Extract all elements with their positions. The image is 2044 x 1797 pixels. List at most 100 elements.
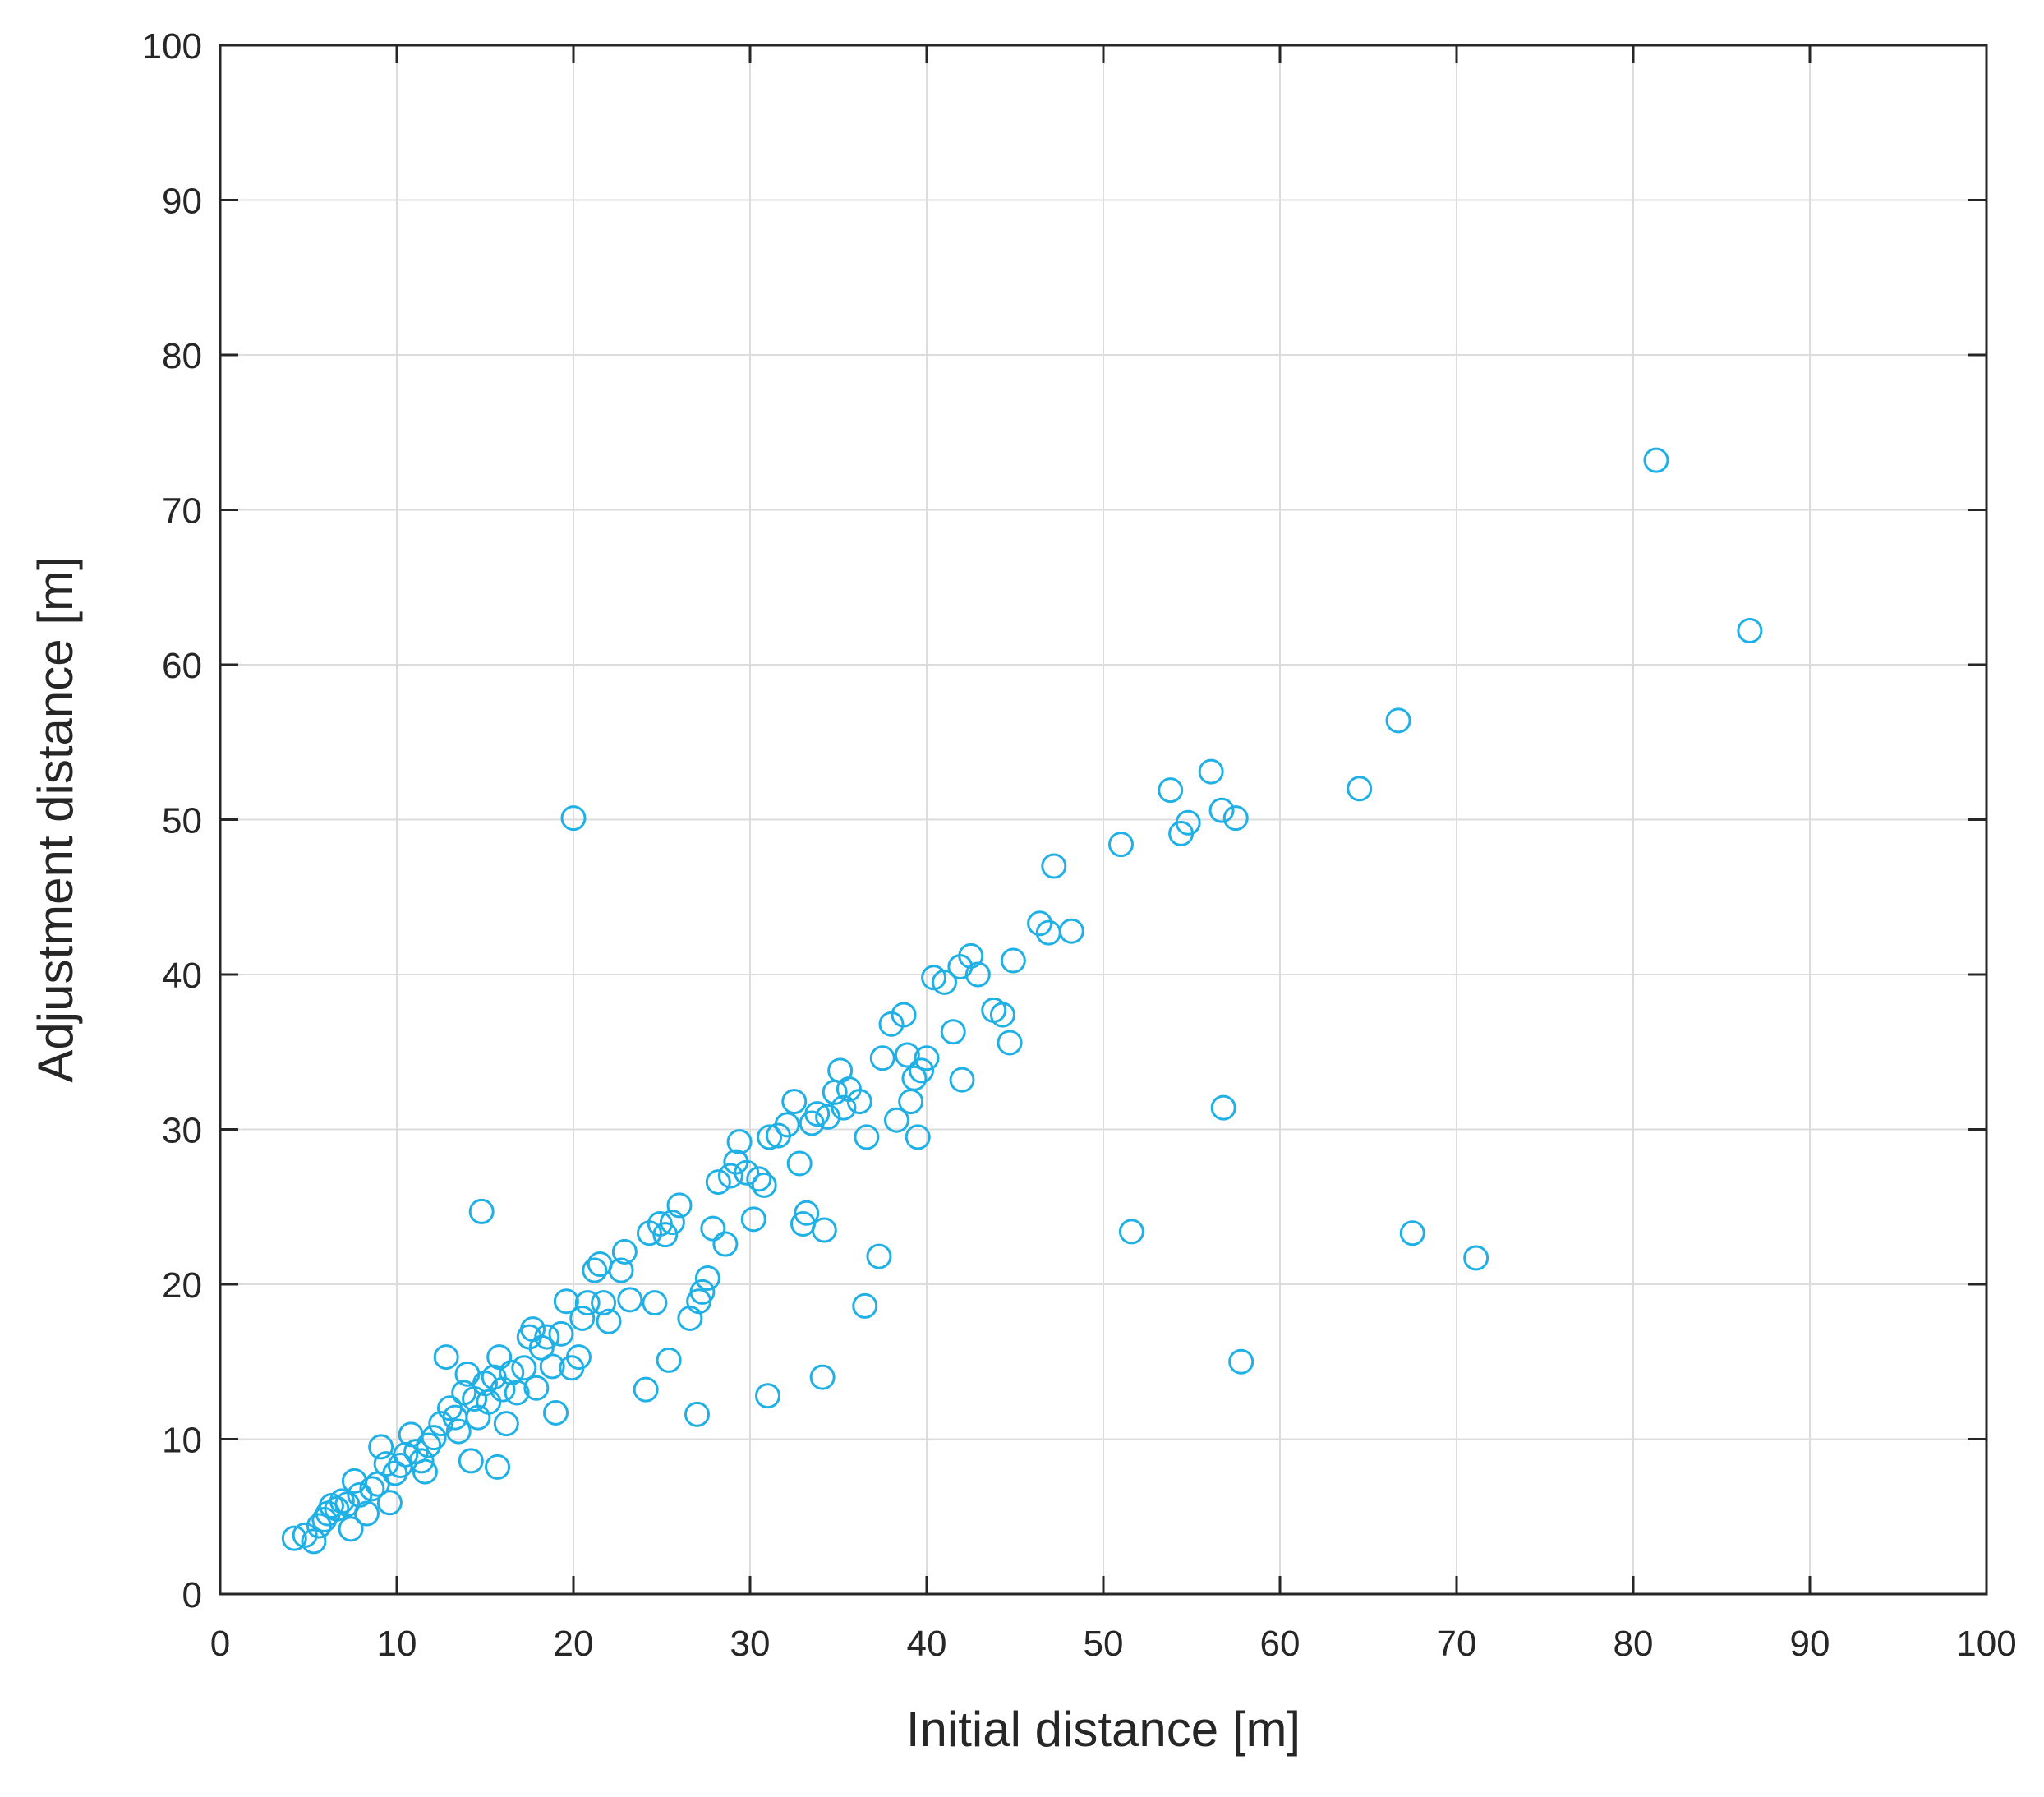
data-point <box>705 1169 731 1196</box>
data-point <box>909 1057 935 1084</box>
data-point <box>534 1324 560 1350</box>
data-point <box>1041 853 1067 879</box>
data-point <box>811 1217 837 1243</box>
data-point <box>553 1288 579 1315</box>
data-points <box>281 447 1763 1555</box>
data-point <box>1158 777 1184 804</box>
data-point <box>511 1355 537 1381</box>
data-point <box>611 1238 638 1265</box>
data-point <box>901 1065 928 1091</box>
data-point <box>781 1089 808 1115</box>
x-axis-title: Initial distance [m] <box>906 1702 1301 1757</box>
data-point <box>504 1380 530 1406</box>
data-point <box>408 1448 435 1474</box>
data-point <box>659 1210 685 1236</box>
data-point <box>883 1107 909 1133</box>
data-point <box>281 1525 307 1551</box>
data-point <box>958 942 984 969</box>
data-point <box>684 1401 710 1427</box>
data-point <box>499 1359 525 1385</box>
y-axis-title: Adjustment distance [m] <box>28 556 83 1082</box>
data-point <box>338 1516 364 1542</box>
data-point <box>1000 947 1026 974</box>
data-point <box>329 1488 355 1514</box>
data-point <box>353 1500 380 1527</box>
x-tick-label: 80 <box>1614 1624 1654 1664</box>
data-point <box>652 1222 679 1248</box>
data-point <box>412 1458 438 1485</box>
data-point <box>964 961 991 988</box>
data-point <box>1347 776 1373 802</box>
data-point <box>376 1490 403 1516</box>
data-point <box>1228 1348 1254 1375</box>
data-point <box>445 1418 472 1445</box>
data-point <box>548 1320 574 1347</box>
y-tick-label: 90 <box>162 182 202 222</box>
data-point <box>543 1399 569 1426</box>
data-point <box>905 1124 931 1150</box>
data-point <box>633 1376 659 1403</box>
data-point <box>565 1344 592 1371</box>
data-point <box>689 1279 716 1305</box>
data-point <box>1463 1245 1489 1271</box>
data-point <box>809 1364 836 1390</box>
data-point <box>608 1257 634 1283</box>
data-point <box>774 1112 800 1138</box>
data-point <box>458 1448 484 1474</box>
data-point <box>569 1305 596 1331</box>
y-tick-label: 50 <box>162 801 202 841</box>
data-point <box>539 1353 565 1380</box>
data-point <box>642 1290 668 1316</box>
data-point <box>1027 910 1053 937</box>
x-tick-label: 40 <box>907 1624 947 1664</box>
x-tick-label: 50 <box>1084 1624 1124 1664</box>
data-point <box>421 1425 447 1451</box>
data-point <box>1385 707 1411 734</box>
y-tick-label: 30 <box>162 1111 202 1151</box>
axis-ticks: 0 10 20 30 40 50 60 70 80 90 100 0 10 20 30 40 50 60 70 80 9… <box>142 26 2017 1664</box>
y-tick-label: 70 <box>162 491 202 532</box>
x-tick-label: 0 <box>210 1624 230 1664</box>
data-point <box>746 1166 772 1192</box>
data-point <box>949 1067 975 1093</box>
data-point <box>301 1528 327 1555</box>
data-point <box>1222 805 1249 832</box>
y-tick-label: 0 <box>182 1575 202 1615</box>
y-tick-label: 80 <box>162 336 202 376</box>
data-point <box>523 1375 550 1401</box>
data-point <box>740 1206 766 1233</box>
data-point <box>574 1290 601 1316</box>
data-point <box>617 1287 643 1313</box>
y-tick-label: 20 <box>162 1265 202 1306</box>
data-point <box>382 1460 408 1486</box>
x-tick-label: 100 <box>1956 1624 2016 1664</box>
data-point <box>1198 758 1224 785</box>
data-point <box>694 1265 720 1291</box>
data-point <box>416 1432 442 1458</box>
data-point <box>846 1089 872 1115</box>
data-point <box>1175 809 1201 836</box>
data-point <box>1108 832 1134 858</box>
data-point <box>1399 1220 1425 1246</box>
data-point <box>1210 1094 1236 1121</box>
data-point <box>717 1163 743 1189</box>
data-point <box>712 1231 739 1257</box>
x-tick-label: 60 <box>1260 1624 1301 1664</box>
grid-lines <box>220 45 1986 1594</box>
x-tick-label: 90 <box>1790 1624 1830 1664</box>
x-tick-label: 30 <box>730 1624 771 1664</box>
data-point <box>734 1159 760 1186</box>
data-point <box>866 1243 892 1269</box>
data-point <box>894 1042 920 1068</box>
data-point <box>852 1292 878 1319</box>
data-point <box>989 1002 1015 1028</box>
data-point <box>804 1101 831 1127</box>
data-point <box>831 1094 857 1121</box>
data-point <box>468 1198 495 1224</box>
data-point <box>786 1150 813 1177</box>
data-point <box>560 805 587 832</box>
data-point <box>486 1344 513 1371</box>
data-point <box>666 1192 693 1219</box>
